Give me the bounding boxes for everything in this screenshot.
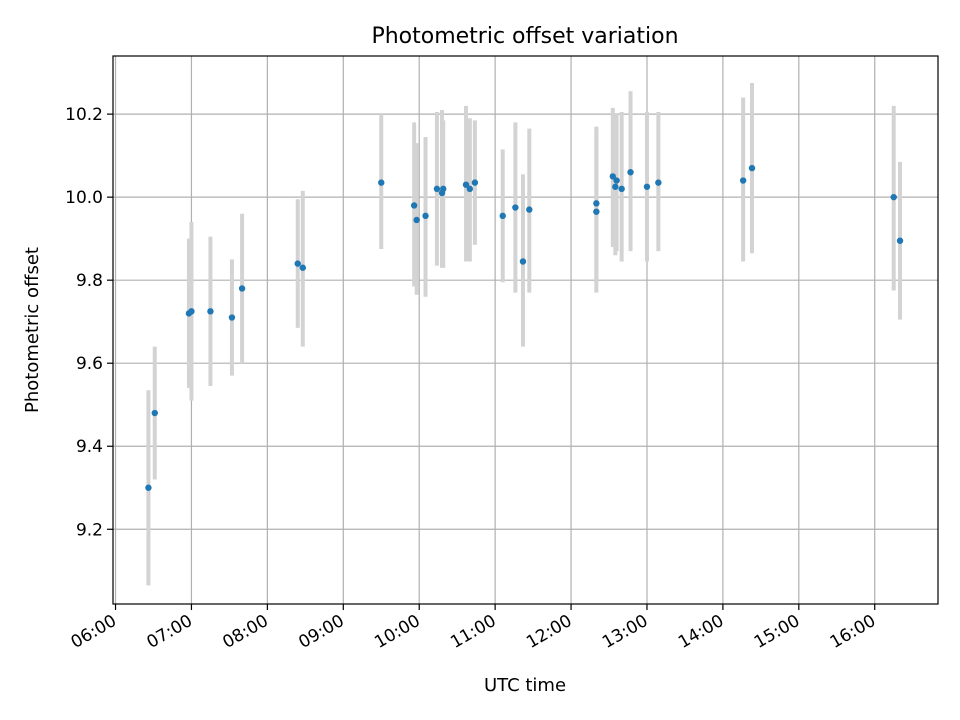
x-tick-label: 12:00 (523, 611, 575, 653)
x-tick-label: 11:00 (447, 611, 499, 653)
data-point (643, 183, 651, 190)
data-point (618, 185, 625, 193)
data-point (410, 202, 418, 209)
data-point (422, 212, 429, 220)
plot-frame (112, 55, 939, 605)
data-point (433, 185, 441, 193)
data-point (471, 179, 479, 186)
x-tick-label: 10:00 (371, 611, 423, 653)
data-point (519, 258, 527, 265)
x-axis-ticks: 06:00 07:00 08:00 09:00 10:00 11:00 12:00 13:00… (68, 604, 879, 653)
data-point (294, 260, 301, 267)
data-points (145, 164, 904, 491)
data-point (526, 206, 533, 213)
y-tick-label: 10.0 (65, 188, 103, 208)
data-point (299, 264, 307, 271)
data-point (466, 185, 474, 193)
y-tick-label: 9.6 (76, 354, 103, 374)
chart-title: Photometric offset variation (371, 24, 678, 49)
data-point (896, 237, 904, 244)
data-point (609, 173, 617, 180)
data-point (462, 181, 470, 188)
data-point (593, 200, 600, 207)
y-tick-label: 9.2 (76, 520, 103, 540)
data-point (207, 308, 214, 315)
data-point (612, 183, 619, 190)
data-point (499, 212, 506, 220)
data-point (145, 484, 152, 491)
data-point (238, 285, 246, 292)
data-point (593, 208, 600, 215)
data-point (512, 204, 519, 211)
y-tick-label: 9.4 (76, 437, 103, 457)
y-axis-ticks: 9.2 9.4 9.6 9.8 10.0 10.2 (65, 105, 113, 540)
grid (113, 56, 938, 604)
data-point (890, 193, 897, 201)
data-point (655, 179, 662, 186)
data-point (748, 164, 756, 172)
data-point (613, 177, 620, 184)
data-point (440, 185, 447, 193)
data-point (378, 179, 385, 186)
error-bars (146, 82, 903, 586)
x-axis-label: UTC time (484, 675, 566, 696)
data-point (739, 177, 747, 184)
data-point (413, 216, 420, 224)
y-tick-label: 10.2 (65, 105, 103, 125)
data-point (627, 169, 634, 176)
x-tick-label: 06:00 (68, 611, 120, 653)
x-tick-label: 14:00 (675, 611, 727, 653)
data-point (188, 308, 195, 315)
y-tick-label: 9.8 (76, 271, 103, 291)
x-tick-label: 16:00 (827, 611, 879, 653)
y-axis-label: Photometric offset (22, 247, 43, 413)
x-tick-label: 08:00 (219, 611, 271, 653)
x-tick-label: 09:00 (295, 611, 347, 653)
data-point (151, 409, 158, 417)
data-point (228, 314, 236, 321)
x-tick-label: 07:00 (144, 611, 196, 653)
x-tick-label: 13:00 (599, 611, 651, 653)
x-tick-label: 15:00 (751, 611, 803, 653)
